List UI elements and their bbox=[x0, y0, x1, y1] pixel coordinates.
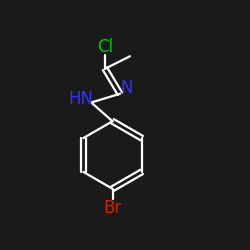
Text: Cl: Cl bbox=[97, 38, 113, 56]
Text: N: N bbox=[121, 79, 133, 97]
Text: Br: Br bbox=[104, 199, 122, 217]
Text: HN: HN bbox=[68, 90, 93, 108]
